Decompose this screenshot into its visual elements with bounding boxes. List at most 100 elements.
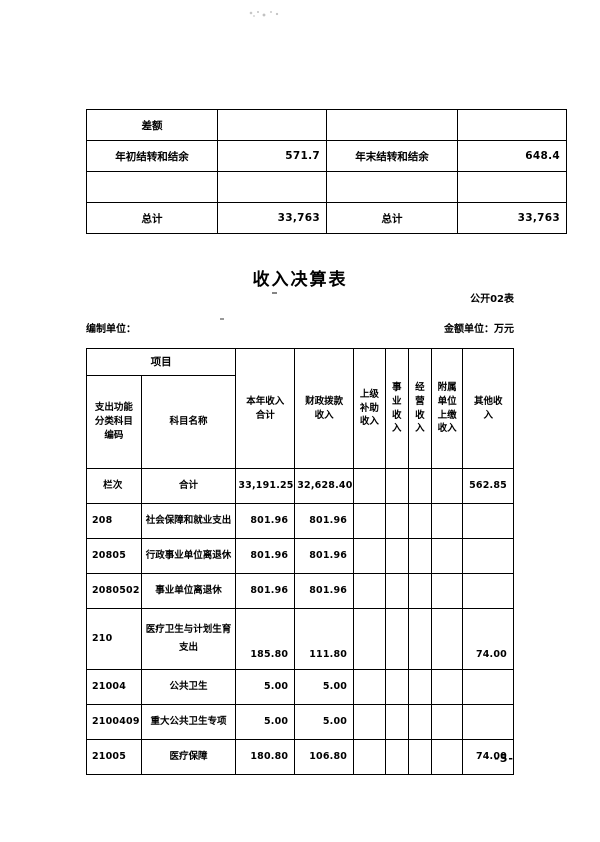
row-business (384, 739, 409, 775)
row-subordinate (430, 503, 464, 539)
balance-label2-2 (326, 171, 458, 203)
table-row: 栏次 合计 33,191.25 32,628.40 562.85 (86, 468, 514, 504)
row-subordinate (430, 468, 464, 504)
balance-label2-3: 总计 (326, 202, 458, 234)
row-other: 74.00 (462, 608, 514, 670)
row-subordinate (430, 608, 464, 670)
header-line: 上缴 (437, 409, 457, 421)
header-line: 业 (391, 395, 402, 407)
header-business-income: 事 业 收 入 (384, 348, 409, 469)
row-other: 562.85 (462, 468, 514, 504)
row-code: 20805 (86, 538, 142, 574)
row-superior (353, 739, 386, 775)
row-other (462, 538, 514, 574)
row-superior (353, 669, 386, 705)
row-operating (407, 704, 432, 740)
row-subordinate (430, 704, 464, 740)
balance-value2-0 (457, 109, 567, 141)
row-operating (407, 573, 432, 609)
table-row: 2080502 事业单位离退休 801.96 801.96 (86, 573, 514, 609)
row-fiscal: 5.00 (294, 704, 355, 740)
row-superior (353, 608, 386, 670)
row-total: 801.96 (235, 573, 296, 609)
header-line: 分类科目 (94, 416, 133, 428)
row-fiscal: 106.80 (294, 739, 355, 775)
balance-value-3: 33,763 (217, 202, 327, 234)
table-row: 总计 33,763 总计 33,763 (86, 202, 567, 234)
row-operating (407, 503, 432, 539)
balance-label-0: 差额 (86, 109, 218, 141)
row-superior (353, 538, 386, 574)
header-line: 编码 (104, 429, 124, 441)
header-line: 财政拨款 (305, 395, 344, 407)
header-line: 收入 (437, 423, 457, 435)
header-subject-name: 科目名称 (140, 375, 237, 469)
row-name-line: 医疗卫生与计划生育 (145, 623, 232, 635)
row-code: 21005 (86, 739, 142, 775)
balance-label2-0 (326, 109, 458, 141)
row-name: 事业单位离退休 (140, 573, 237, 609)
table-row: 210 医疗卫生与计划生育 支出 185.80 111.80 74.00 (86, 608, 514, 670)
row-operating (407, 538, 432, 574)
balance-value-1: 571.7 (217, 140, 327, 172)
row-total: 801.96 (235, 503, 296, 539)
row-other: 74.00 (462, 739, 514, 775)
row-business (384, 573, 409, 609)
header-line: 入 (483, 409, 493, 421)
row-superior (353, 704, 386, 740)
scan-speck (220, 318, 224, 320)
page-title: 收入决算表 (252, 270, 348, 290)
row-subordinate (430, 739, 464, 775)
row-other (462, 669, 514, 705)
row-total: 5.00 (235, 669, 296, 705)
row-subordinate (430, 538, 464, 574)
row-fiscal: 801.96 (294, 573, 355, 609)
balance-value2-3: 33,763 (457, 202, 567, 234)
header-line: 补助 (359, 402, 379, 414)
header-subordinate-payment: 附属 单位 上缴 收入 (430, 348, 464, 469)
header-line: 入 (415, 423, 425, 435)
row-name: 公共卫生 (140, 669, 237, 705)
scan-speck (272, 292, 277, 294)
compile-unit-label: 编制单位： (86, 324, 136, 335)
row-code: 21004 (86, 669, 142, 705)
row-business (384, 538, 409, 574)
balance-value-0 (217, 109, 327, 141)
balance-value2-2 (457, 171, 567, 203)
row-code: 2080502 (86, 573, 142, 609)
table-row (86, 171, 567, 203)
header-line: 事 (391, 381, 402, 393)
table-row: 差额 (86, 109, 567, 141)
table-row: 21004 公共卫生 5.00 5.00 (86, 669, 514, 705)
balance-value-2 (217, 171, 327, 203)
row-total: 801.96 (235, 538, 296, 574)
balance-label-3: 总计 (86, 202, 218, 234)
row-name: 社会保障和就业支出 (140, 503, 237, 539)
scan-artifact (248, 10, 282, 19)
row-business (384, 608, 409, 670)
row-other (462, 503, 514, 539)
header-other-income: 其他收 入 (462, 348, 514, 469)
row-operating (407, 739, 432, 775)
table-row: 21005 医疗保障 180.80 106.80 74.00 (86, 739, 514, 775)
amount-unit-label: 金额单位：万元 (444, 324, 514, 335)
balance-label2-1: 年末结转和结余 (326, 140, 458, 172)
header-line: 其他收 (473, 395, 503, 407)
row-name: 医疗卫生与计划生育 支出 (140, 608, 237, 670)
row-business (384, 704, 409, 740)
row-code: 2100409 (86, 704, 142, 740)
header-line: 营 (415, 395, 425, 407)
row-fiscal: 801.96 (294, 538, 355, 574)
table-header-row-group: 项目 本年收入 合计 财政拨款 收入 上级 补助 收入 事 业 收 (85, 348, 514, 469)
row-name: 合计 (140, 468, 237, 504)
header-line: 单位 (437, 395, 457, 407)
income-final-accounts-table: 项目 本年收入 合计 财政拨款 收入 上级 补助 收入 事 业 收 (85, 348, 514, 775)
header-line: 本年收入 (246, 395, 285, 407)
row-operating (407, 468, 432, 504)
row-name-line: 支出 (179, 642, 199, 653)
row-total: 33,191.25 (235, 468, 296, 504)
table-row: 208 社会保障和就业支出 801.96 801.96 (86, 503, 514, 539)
row-business (384, 669, 409, 705)
row-total: 5.00 (235, 704, 296, 740)
